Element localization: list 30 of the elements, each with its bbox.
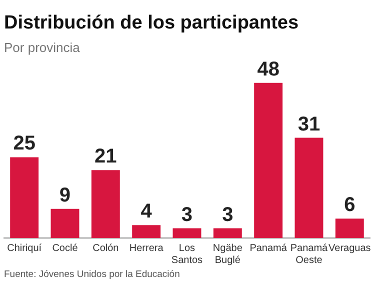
bar <box>254 82 283 238</box>
bar <box>132 225 161 238</box>
bar <box>10 157 39 238</box>
bar <box>213 228 242 238</box>
data-label: 4 <box>140 200 153 223</box>
data-label: 21 <box>94 146 117 168</box>
x-tick-label: Ngäbe Buglé <box>212 242 243 266</box>
bar <box>50 208 80 238</box>
x-tick-label: Los Santos <box>171 242 203 266</box>
data-label: 3 <box>222 204 234 226</box>
bar <box>172 228 202 238</box>
source-note: Fuente: Jóvenes Unidos por la Educación <box>4 269 180 280</box>
bar <box>91 170 120 238</box>
bar <box>294 138 324 238</box>
x-tick-label: Chiriquí <box>7 242 42 254</box>
data-label: 48 <box>257 58 280 80</box>
chart-subtitle: Por provincia <box>4 40 81 56</box>
x-tick-label: Veraguas <box>328 242 371 254</box>
data-label: 3 <box>181 204 193 226</box>
data-label: 31 <box>298 113 320 136</box>
data-label: 6 <box>344 194 356 216</box>
x-tick-label: Panamá <box>250 242 288 254</box>
bar <box>335 218 364 238</box>
data-label: 25 <box>13 132 36 155</box>
x-tick-label: Panamá Oeste <box>290 242 328 266</box>
data-label: 9 <box>59 184 71 206</box>
chart-title: Distribución de los participantes <box>4 12 299 34</box>
x-tick-label: Colón <box>92 242 119 254</box>
x-tick-label: Herrera <box>129 242 164 254</box>
x-tick-label: Coclé <box>52 242 78 254</box>
